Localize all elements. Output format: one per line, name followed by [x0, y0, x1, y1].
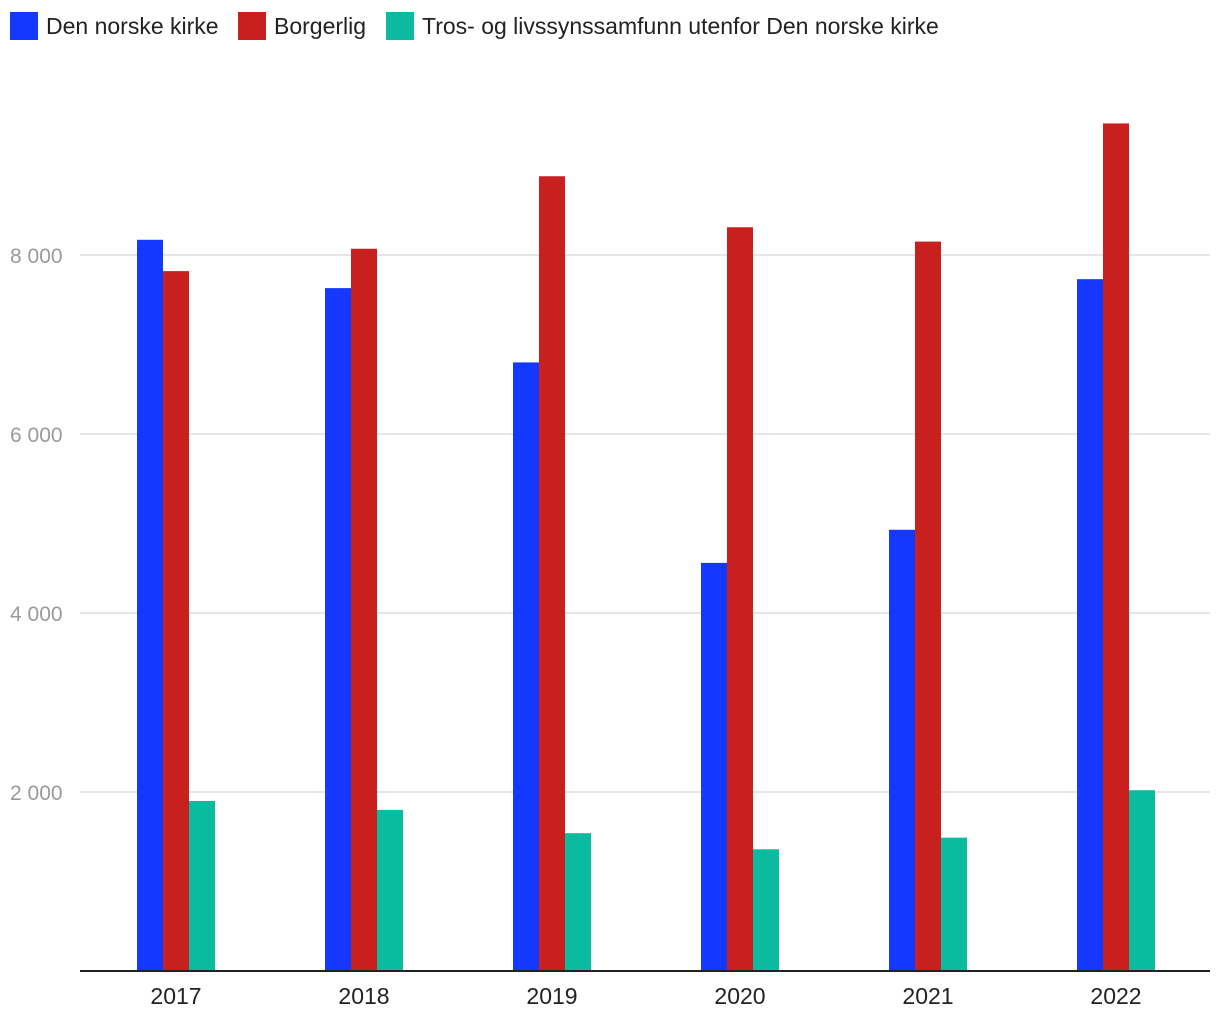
y-tick-label: 6 000 — [10, 424, 63, 447]
y-tick-label: 8 000 — [10, 245, 63, 268]
bar-2018-series-2 — [351, 248, 377, 972]
bar-2017-series-1 — [137, 239, 163, 971]
bar-2022-series-2 — [1103, 123, 1129, 971]
x-tick-label: 2019 — [526, 983, 577, 1009]
y-tick-label: 2 000 — [10, 782, 63, 805]
x-tick-label: 2021 — [902, 983, 953, 1009]
chart-gridlines — [80, 254, 1210, 793]
bar-2019-series-3 — [565, 833, 591, 971]
x-tick-label: 2020 — [714, 983, 765, 1009]
bar-2022-series-1 — [1077, 279, 1103, 971]
bar-2020-series-1 — [701, 562, 727, 971]
x-tick-label: 2018 — [338, 983, 389, 1009]
bar-2020-series-2 — [727, 227, 753, 971]
x-tick-label: 2017 — [150, 983, 201, 1009]
bar-2019-series-1 — [513, 362, 539, 971]
bar-2021-series-2 — [915, 241, 941, 971]
bar-2018-series-1 — [325, 288, 351, 971]
bar-2020-series-3 — [753, 849, 779, 971]
chart-bars — [137, 123, 1155, 972]
bar-2018-series-3 — [377, 809, 403, 971]
bar-2017-series-3 — [189, 800, 215, 971]
legend-swatch-3 — [386, 12, 414, 40]
bar-2021-series-3 — [941, 837, 967, 971]
bar-2022-series-3 — [1129, 790, 1155, 971]
legend-label-2: Borgerlig — [274, 13, 366, 39]
legend-swatch-1 — [10, 12, 38, 40]
y-axis: 2 000 4 000 6 000 8 000 — [10, 245, 63, 805]
bar-2021-series-1 — [889, 529, 915, 971]
bar-2017-series-2 — [163, 271, 189, 971]
x-axis: 2017 2018 2019 2020 2021 2022 — [150, 983, 1141, 1009]
chart-legend: Den norske kirke Borgerlig Tros- og livssy… — [10, 12, 939, 40]
bar-2019-series-2 — [539, 176, 565, 972]
x-tick-label: 2022 — [1090, 983, 1141, 1009]
legend-swatch-2 — [238, 12, 266, 40]
y-tick-label: 4 000 — [10, 603, 63, 626]
legend-label-3: Tros- og livssynssamfunn utenfor Den nor… — [422, 13, 939, 39]
legend-label-1: Den norske kirke — [46, 13, 219, 39]
